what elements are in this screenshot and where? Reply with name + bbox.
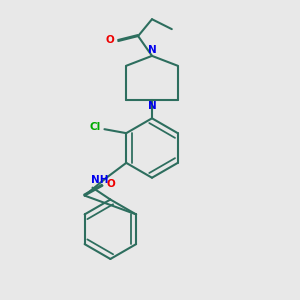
Text: Cl: Cl (90, 122, 101, 132)
Text: N: N (148, 45, 156, 56)
Text: N: N (148, 101, 156, 111)
Text: O: O (106, 179, 115, 189)
Text: O: O (106, 35, 115, 45)
Text: NH: NH (91, 175, 108, 185)
